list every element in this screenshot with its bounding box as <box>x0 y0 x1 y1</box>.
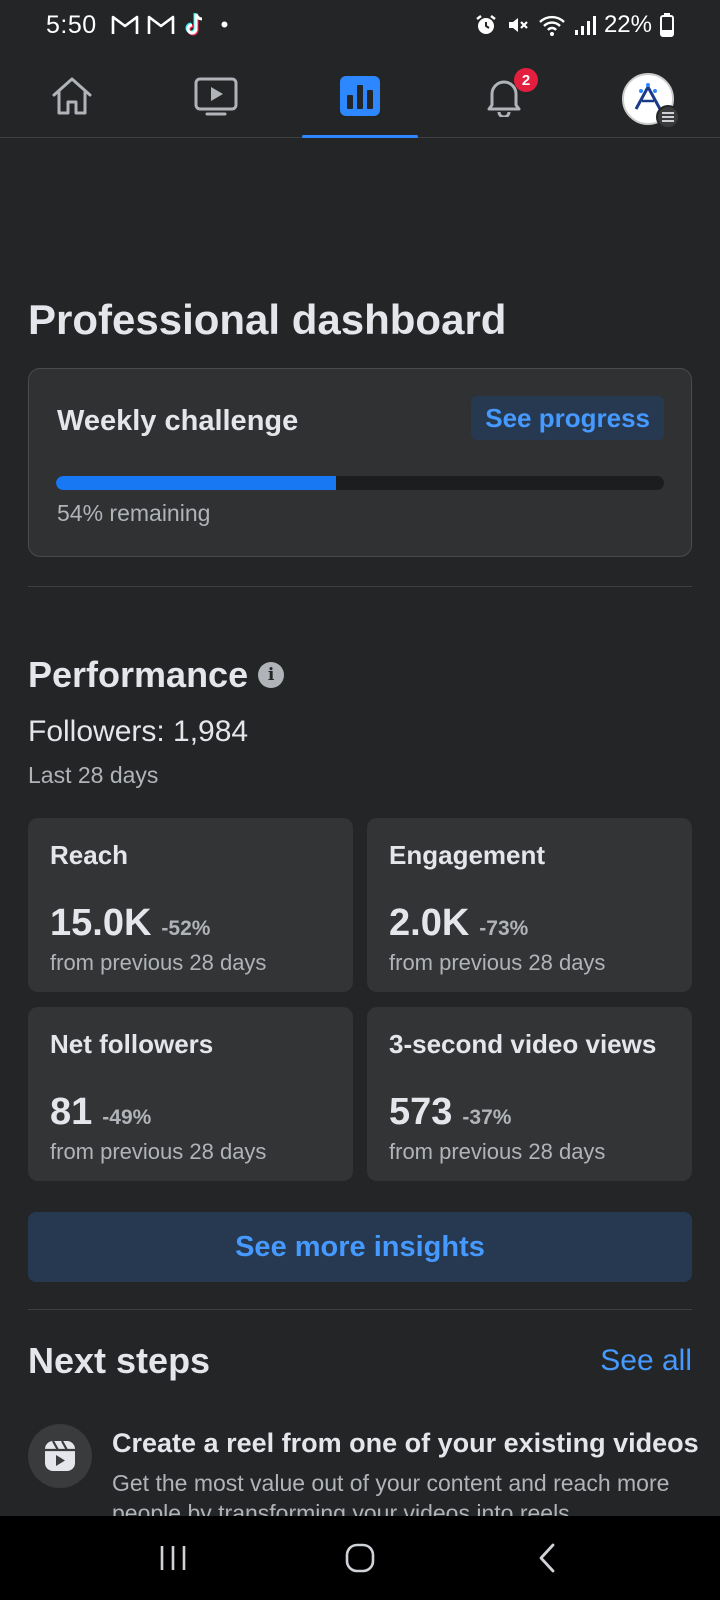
metric-card-video-views[interactable]: 3-second video views 573 -37% from previ… <box>367 1007 692 1181</box>
tab-profile-menu[interactable] <box>576 60 720 137</box>
recent-apps-button[interactable] <box>143 1528 203 1588</box>
metric-value: 81 <box>50 1091 93 1133</box>
status-bar: 5:50 • <box>0 0 720 50</box>
reel-icon <box>28 1424 92 1488</box>
mute-icon <box>506 13 530 37</box>
gmail-icon <box>111 14 139 36</box>
status-time: 5:50 <box>46 10 97 39</box>
metric-subtext: from previous 28 days <box>389 950 606 975</box>
battery-percent: 22% <box>603 11 652 38</box>
next-steps-title: Next steps <box>28 1340 211 1381</box>
tab-video[interactable] <box>144 60 288 137</box>
wifi-icon <box>538 13 566 37</box>
tab-notifications[interactable]: 2 <box>432 60 576 137</box>
metric-subtext: from previous 28 days <box>50 1139 267 1164</box>
challenge-progress-bar <box>56 476 664 490</box>
metric-label: Net followers <box>50 1029 214 1059</box>
system-nav-bar <box>0 1516 720 1600</box>
metric-value: 15.0K <box>50 902 152 944</box>
home-button[interactable] <box>330 1528 390 1588</box>
back-icon <box>539 1543 555 1573</box>
battery-icon <box>660 13 674 37</box>
menu-icon <box>656 104 680 129</box>
metric-subtext: from previous 28 days <box>389 1139 606 1164</box>
page-title: Professional dashboard <box>28 296 507 343</box>
metric-change: -49% <box>102 1106 152 1129</box>
divider <box>28 1309 692 1310</box>
recents-icon <box>161 1546 186 1570</box>
weekly-challenge-card: Weekly challenge See progress 54% remain… <box>28 368 692 557</box>
metric-subtext: from previous 28 days <box>50 950 267 975</box>
bell-icon <box>483 75 525 122</box>
metric-value: 2.0K <box>389 902 470 944</box>
see-progress-button[interactable]: See progress <box>471 396 664 440</box>
period-label: Last 28 days <box>28 762 159 788</box>
alarm-icon <box>474 13 498 37</box>
signal-icon <box>574 14 596 36</box>
metric-change: -52% <box>161 917 211 940</box>
metric-label: Engagement <box>389 840 546 870</box>
challenge-remaining: 54% remaining <box>57 500 211 526</box>
dashboard-icon <box>339 75 381 122</box>
followers-count: Followers: 1,984 <box>28 715 249 748</box>
tab-home[interactable] <box>0 60 144 137</box>
see-all-link[interactable]: See all <box>600 1344 692 1377</box>
metric-label: Reach <box>50 840 129 870</box>
challenge-progress-fill <box>56 476 336 490</box>
status-dot: • <box>220 12 229 37</box>
see-more-insights-button[interactable]: See more insights <box>28 1212 692 1282</box>
info-icon[interactable]: i <box>258 662 285 688</box>
tab-dashboard[interactable] <box>288 60 432 138</box>
home-icon <box>50 75 94 122</box>
video-icon <box>193 75 239 122</box>
challenge-title: Weekly challenge <box>57 405 299 437</box>
metric-change: -73% <box>479 917 529 940</box>
tiktok-icon <box>183 12 207 38</box>
gmail-icon <box>147 14 175 36</box>
metric-label: 3-second video views <box>389 1029 657 1059</box>
metric-card-net-followers[interactable]: Net followers 81 -49% from previous 28 d… <box>28 1007 353 1181</box>
metric-change: -37% <box>462 1106 512 1129</box>
divider <box>28 586 692 587</box>
performance-heading: Performance i <box>28 654 285 696</box>
back-button[interactable] <box>517 1528 577 1588</box>
performance-title: Performance <box>28 654 249 695</box>
next-step-title[interactable]: Create a reel from one of your existing … <box>112 1428 699 1458</box>
metric-card-reach[interactable]: Reach 15.0K -52% from previous 28 days <box>28 818 353 992</box>
metric-value: 573 <box>389 1091 453 1133</box>
metric-card-engagement[interactable]: Engagement 2.0K -73% from previous 28 da… <box>367 818 692 992</box>
home-circle-icon <box>345 1543 375 1573</box>
notification-badge: 2 <box>514 68 538 92</box>
top-nav: 2 <box>0 60 720 138</box>
